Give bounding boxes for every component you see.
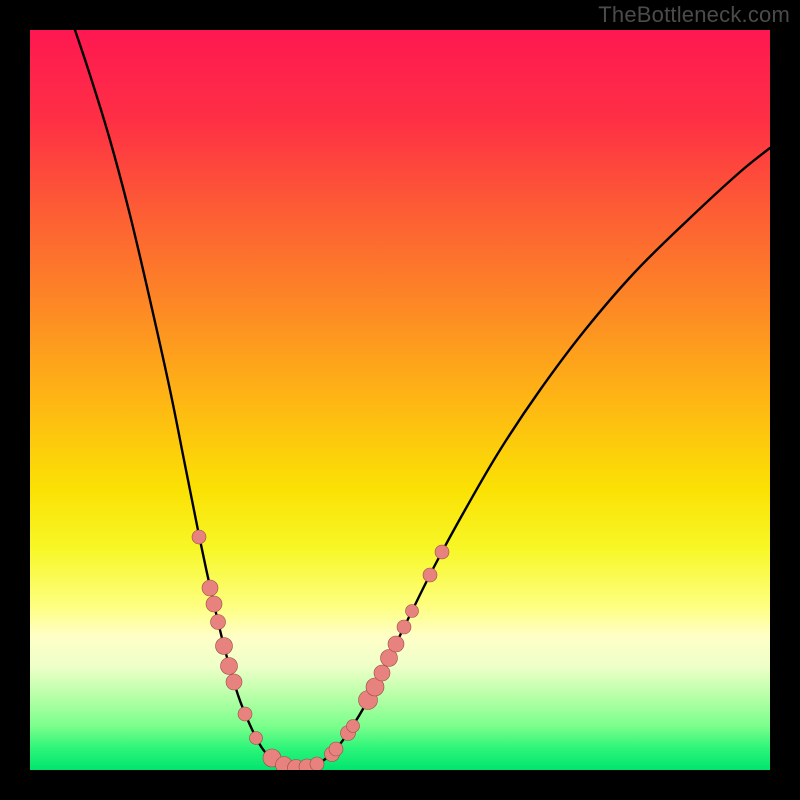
gradient-background [30, 30, 770, 770]
data-marker [226, 674, 242, 690]
chart-svg [0, 0, 800, 800]
data-marker [310, 757, 324, 771]
data-marker [211, 615, 226, 630]
data-marker [329, 742, 343, 756]
data-marker [397, 620, 411, 634]
data-marker [347, 720, 360, 733]
data-marker [206, 596, 222, 612]
data-marker [388, 636, 404, 652]
data-marker [423, 568, 437, 582]
data-marker [221, 658, 238, 675]
data-marker [250, 732, 263, 745]
data-marker [374, 665, 390, 681]
data-marker [202, 580, 218, 596]
data-marker [238, 707, 252, 721]
data-marker [192, 530, 206, 544]
data-marker [435, 545, 449, 559]
watermark-text: TheBottleneck.com [598, 2, 790, 28]
data-marker [216, 638, 233, 655]
data-marker [406, 605, 419, 618]
chart-frame: TheBottleneck.com [0, 0, 800, 800]
